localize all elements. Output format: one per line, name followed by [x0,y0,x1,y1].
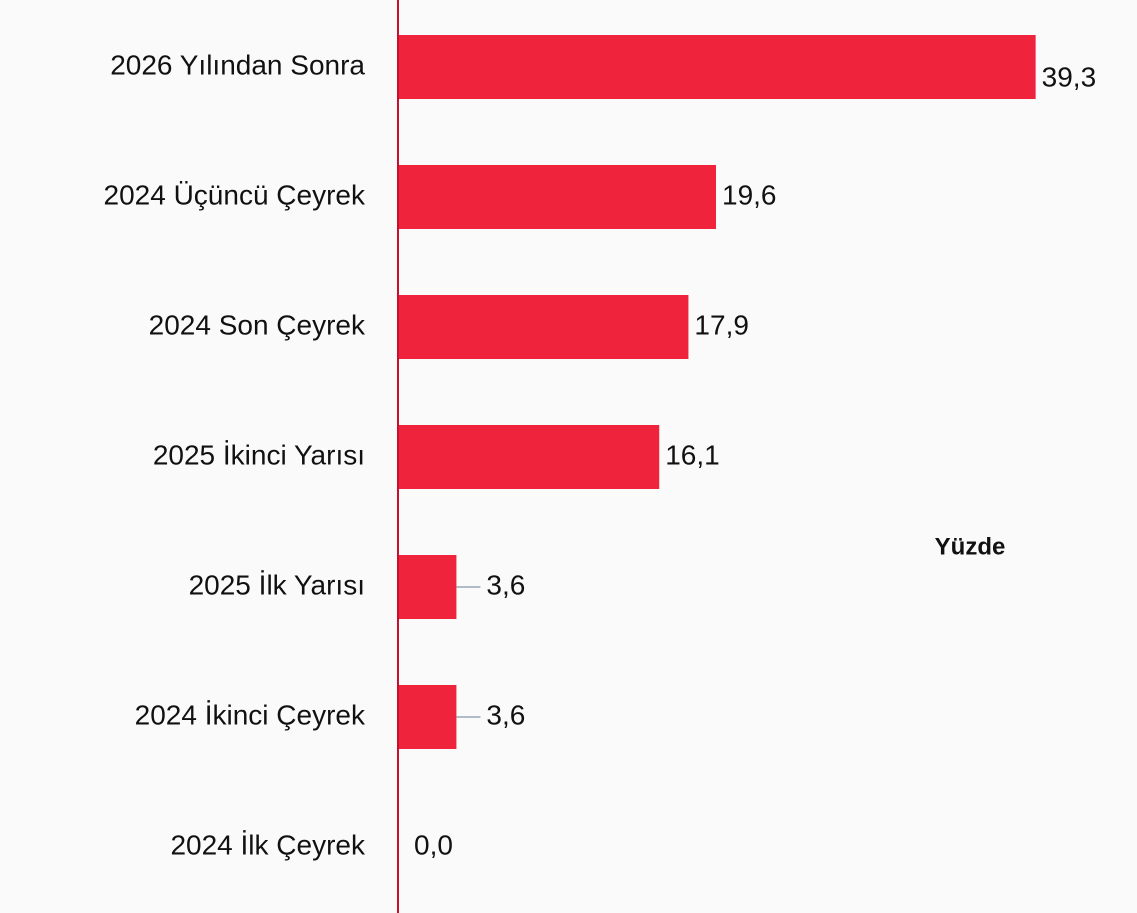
y-tick-label: 2024 Üçüncü Çeyrek [104,179,366,210]
y-tick-label: 2024 İlk Çeyrek [170,829,366,860]
y-tick-label: 2025 İkinci Yarısı [153,439,365,470]
value-label: 16,1 [665,439,720,470]
value-label: 3,6 [486,569,525,600]
bar [398,555,457,619]
bar [398,425,660,489]
bar [398,35,1036,99]
y-tick-label: 2024 Son Çeyrek [149,309,366,340]
y-tick-label: 2025 İlk Yarısı [189,569,365,600]
value-label: 17,9 [694,309,749,340]
bar [398,295,689,359]
y-tick-label: 2024 İkinci Çeyrek [135,699,366,730]
annotation: Yüzde [935,533,1006,560]
value-label: 3,6 [486,699,525,730]
value-label: 39,3 [1042,61,1097,92]
y-tick-label: 2026 Yılından Sonra [110,49,365,80]
bar [398,685,457,749]
value-label: 19,6 [722,179,777,210]
bar [398,165,717,229]
value-label: 0,0 [414,829,453,860]
